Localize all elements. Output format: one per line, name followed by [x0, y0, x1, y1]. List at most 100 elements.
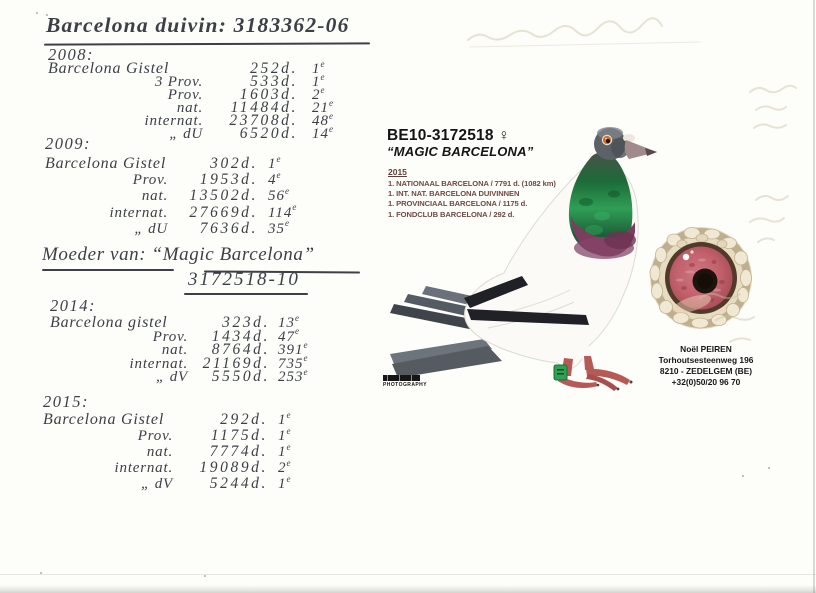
birds-count: 533d. — [250, 73, 298, 90]
place-value: 21e — [312, 97, 334, 116]
birds-count: 11484d. — [230, 99, 298, 116]
place-value: 35e — [268, 218, 290, 237]
year-label: 2015: — [43, 392, 89, 411]
bird-name: “MAGIC BARCELONA” — [387, 144, 534, 159]
birds-count: 21169d. — [202, 354, 270, 372]
result-row: internat. 23708d. 48e — [48, 111, 334, 129]
place-value: 56e — [268, 185, 290, 205]
race-label: internat. — [114, 460, 173, 476]
result-row: Barcelona Gistel 252d. 1e — [48, 59, 334, 77]
result-row: 3 Prov. 533d. 1e — [48, 72, 334, 90]
race-label: „ dV — [156, 369, 188, 385]
place-value: 13e — [278, 312, 300, 331]
result-row: „ dU 6520d. 14e — [48, 124, 334, 142]
birds-count: 5550d. — [211, 368, 270, 385]
scan-speck — [36, 12, 38, 14]
place-value: 253e — [278, 366, 309, 385]
race-label: nat. — [146, 444, 173, 460]
birds-count: 5244d. — [209, 475, 268, 492]
race-label: Prov. — [152, 328, 188, 345]
place-value: 735e — [278, 353, 309, 372]
page-title: Barcelona duivin: 3183362-06 — [46, 13, 350, 37]
owner-name: Noël PEIREN — [680, 344, 732, 354]
results-section-2015: 2015: Barcelona Gistel 292d. 1e Prov. 1175d… — [43, 392, 292, 492]
birds-count: 1434d. — [211, 327, 270, 345]
result-row: „ dV 5244d. 1e — [43, 473, 292, 492]
result-row: internat. 21169d. 735e — [50, 353, 309, 371]
birds-count: 13502d. — [189, 187, 258, 205]
owner-street: Torhoutsesteenweg 196 — [658, 355, 754, 365]
birds-count: 252d. — [250, 60, 298, 77]
place-value: 1e — [312, 58, 326, 77]
beak-cere — [623, 134, 635, 142]
eye-photo — [649, 227, 752, 329]
pigeon-photo — [390, 127, 657, 391]
owner-city: 8210 - ZEDELGEM (BE) — [659, 366, 753, 376]
place-value: 1e — [278, 425, 292, 444]
result-row: Prov. 1603d. 2e — [48, 85, 334, 103]
place-value: 1e — [268, 153, 282, 172]
result-row: Barcelona Gistel 292d. 1e — [43, 409, 292, 428]
scan-speck — [768, 467, 770, 469]
scan-speck — [40, 572, 42, 574]
result-row: internat. 19089d. 2e — [43, 458, 292, 476]
race-label: Barcelona Gistel — [43, 411, 165, 428]
birds-count: 23708d. — [229, 112, 298, 129]
birds-count: 7636d. — [199, 219, 258, 237]
place-value: 14e — [312, 123, 334, 142]
result-row: Prov. 1434d. 47e — [50, 326, 309, 344]
ring-id: BE10-3172518 ♀ — [387, 127, 511, 144]
birds-count: 1175d. — [210, 427, 268, 444]
scan-speck — [46, 14, 48, 16]
scan-fold-line — [0, 574, 816, 575]
result-row: „ dU 7636d. 35e — [45, 218, 297, 237]
place-value: 47e — [278, 326, 300, 345]
result-row: internat. 27669d. 114e — [45, 202, 297, 221]
place-value: 391e — [278, 339, 309, 358]
place-value: 1e — [312, 71, 326, 90]
scan-speck — [204, 575, 206, 577]
race-label: nat. — [141, 188, 168, 205]
year-label: 2009: — [45, 134, 91, 153]
place-value: 1e — [278, 473, 292, 492]
result-row: nat. 8764d. 391e — [50, 340, 309, 358]
results-rows: Barcelona Gistel 292d. 1e Prov. 1175d. 1e na… — [43, 409, 292, 492]
race-label: Barcelona gistel — [50, 314, 168, 331]
printed-result: 1. INT. NAT. BARCELONA DUIVINNEN — [388, 189, 520, 199]
birds-count: 27669d. — [189, 203, 258, 221]
race-label: „ dU — [134, 220, 168, 237]
owner-phone: +32(0)50/20 96 70 — [671, 377, 741, 387]
leg-ring-band — [553, 364, 568, 381]
result-row: Prov. 1175d. 1e — [43, 425, 292, 444]
pigeon-neck-purple — [571, 216, 636, 259]
birds-count: 1603d. — [239, 86, 298, 103]
owner-block: Noël PEIREN Torhoutsesteenweg 196 8210 -… — [642, 344, 770, 388]
birds-count: 6520d. — [239, 125, 298, 142]
birds-count: 292d. — [220, 411, 268, 428]
race-label: nat. — [176, 100, 203, 116]
printed-result: 1. FONDCLUB BARCELONA / 292 d. — [388, 209, 515, 219]
year-label: 2008: — [48, 45, 94, 64]
result-row: nat. 13502d. 56e — [45, 185, 297, 205]
place-value: 1e — [278, 409, 292, 428]
race-label: Prov. — [167, 87, 203, 103]
result-row: Prov. 1953d. 4e — [45, 170, 297, 189]
pigeon-head — [594, 127, 657, 160]
result-row: „ dV 5550d. 253e — [50, 367, 309, 385]
results-section-2014: 2014: Barcelona gistel 323d. 13e Prov. 1434… — [50, 296, 309, 385]
neck-speckles — [579, 190, 620, 235]
result-row: Barcelona Gistel 302d. 1e — [45, 153, 297, 172]
mother-of-line: Moeder van: “Magic Barcelona” — [42, 244, 315, 265]
pigeon-tail — [390, 339, 502, 378]
pigeon-neck-green — [568, 152, 633, 255]
race-label: 3 Prov. — [154, 74, 203, 90]
race-label: Prov. — [132, 172, 168, 189]
race-label: internat. — [129, 355, 188, 372]
photography-credit: PHOTOGRAPHY — [383, 375, 427, 388]
results-rows: Barcelona Gistel 302d. 1e Prov. 1953d. 4e na… — [45, 153, 297, 237]
birds-count: 1953d. — [199, 171, 258, 189]
race-label: nat. — [161, 342, 188, 358]
race-label: Barcelona Gistel — [45, 155, 167, 172]
pigeon-legs — [553, 340, 633, 391]
printed-results-list: 1. NATIONAAL BARCELONA / 7791 d. (1082 k… — [388, 179, 556, 220]
